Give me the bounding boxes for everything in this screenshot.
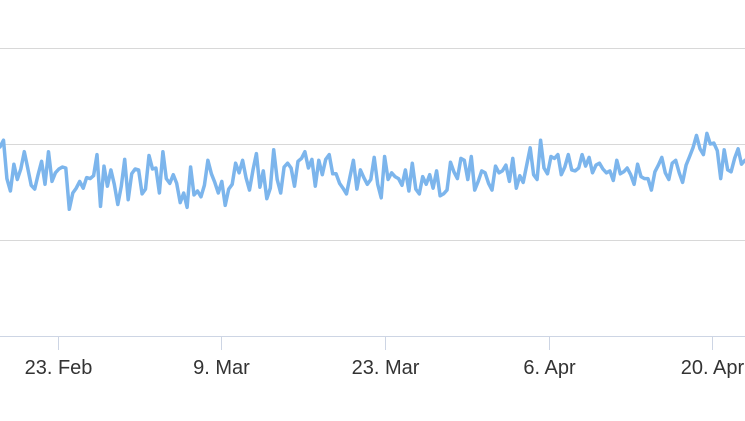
x-tick-label: 20. Apr — [681, 357, 745, 379]
x-tick-label: 6. Apr — [523, 357, 576, 379]
x-tick-label: 9. Mar — [193, 357, 250, 379]
x-axis-ticks: 23. Feb 9. Mar 23. Mar 6. Apr 20. Apr — [25, 336, 745, 379]
series-line — [0, 131, 745, 212]
y-gridlines — [0, 48, 745, 241]
plot-area — [0, 131, 745, 212]
x-tick-label: 23. Mar — [352, 357, 420, 379]
x-tick-label: 23. Feb — [25, 357, 93, 379]
